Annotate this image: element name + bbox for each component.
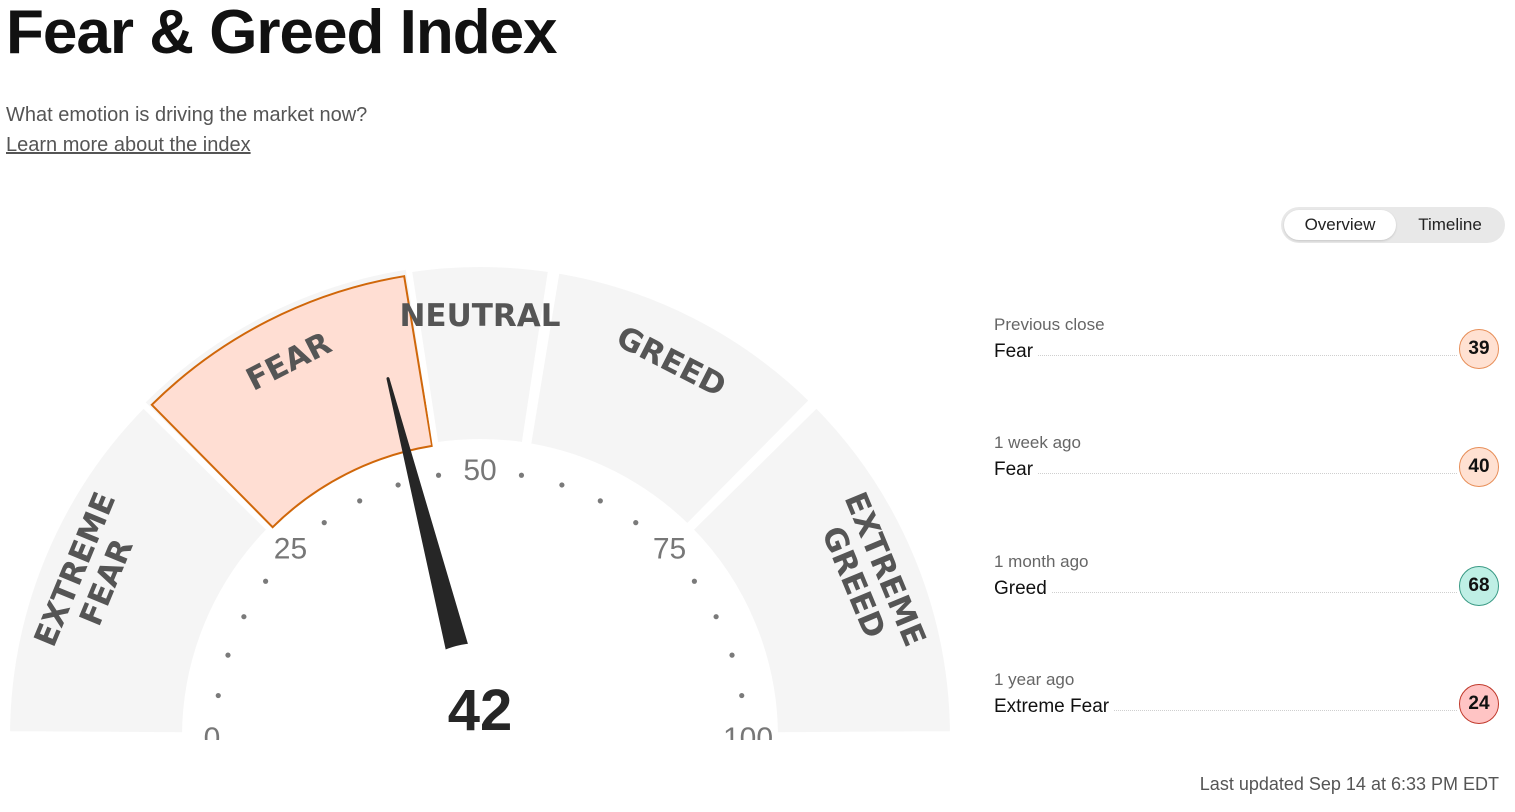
gauge-label-neutral: NEUTRAL [399,298,560,334]
history-score-badge: 68 [1459,566,1499,606]
gauge-value: 42 [448,678,513,740]
history-row-previous-close: Previous close Fear 39 [994,315,1499,385]
last-updated: Last updated Sep 14 at 6:33 PM EDT [1199,774,1499,794]
dotted-leader [994,473,1457,474]
gauge-hub [386,643,574,740]
history-row-1-week: 1 week ago Fear 40 [994,433,1499,503]
gauge-tick [241,614,247,620]
gauge-tick [263,578,269,584]
history-row-1-month: 1 month ago Greed 68 [994,552,1499,622]
gauge-segment-fear [150,275,434,529]
gauge-scale-label: 75 [653,532,686,565]
gauge-tick [597,498,603,504]
history-label: 1 year ago [994,670,1075,689]
gauge-tick [729,652,735,658]
dotted-leader [994,710,1457,711]
gauge-tick [739,692,745,699]
gauge-segment-greed [524,266,817,532]
gauge-scale-label: 25 [274,532,307,565]
gauge-tick [225,652,231,658]
gauge-scale-label: 100 [723,722,773,740]
history-score-badge: 24 [1459,684,1499,724]
gauge-tick [691,578,697,584]
gauge-scale-label: 50 [463,454,496,487]
view-toggle: Overview Timeline [1281,207,1505,243]
overview-tab[interactable]: Overview [1284,210,1396,240]
gauge-segment-extreme-fear [3,400,275,739]
gauge-tick [713,614,719,620]
history-label: Previous close [994,315,1105,334]
page-subtitle: What emotion is driving the market now? [6,104,368,126]
learn-more-link[interactable]: Learn more about the index [6,134,251,156]
history-rating: Fear [994,341,1038,363]
dotted-leader [994,592,1457,593]
page-title: Fear & Greed Index [6,0,558,67]
gauge-tick [435,472,442,478]
gauge-tick [633,520,639,526]
history-label: 1 week ago [994,433,1081,452]
history-score-badge: 39 [1459,329,1499,369]
gauge-scale-label: 0 [204,722,221,740]
history-rating: Fear [994,459,1038,481]
gauge-tick [559,482,565,488]
gauge-tick [215,692,221,699]
timeline-tab[interactable]: Timeline [1418,215,1482,234]
fear-greed-gauge: EXTREMEFEARFEARNEUTRALGREEDEXTREMEGREED … [3,261,957,740]
gauge-tick [518,472,525,478]
gauge-tick [321,520,327,526]
gauge-tick [395,482,401,488]
gauge-segment-extreme-greed [685,400,957,739]
gauge-tick [357,498,363,504]
dotted-leader [994,355,1457,356]
history-label: 1 month ago [994,552,1089,571]
gauge-segment-neutral [405,261,555,449]
history-rating: Greed [994,578,1051,600]
history-row-1-year: 1 year ago Extreme Fear 24 [994,670,1499,740]
gauge-inner [187,444,773,737]
history-score-badge: 40 [1459,447,1499,487]
history-rating: Extreme Fear [994,696,1114,718]
